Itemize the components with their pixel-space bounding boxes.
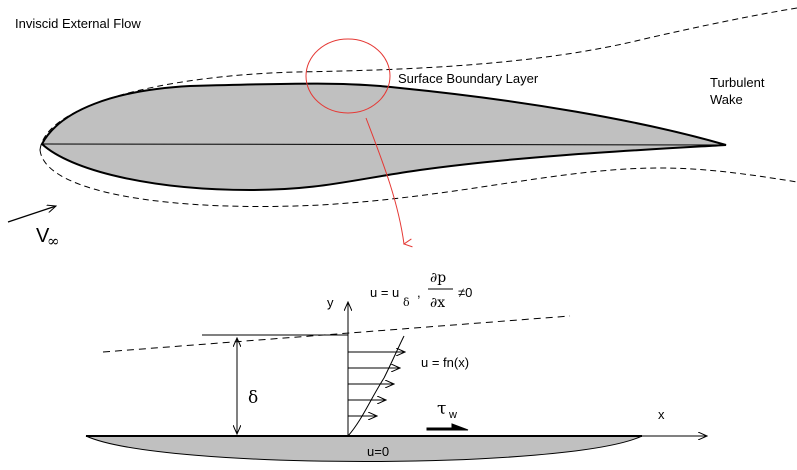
inviscid-flow-label: Inviscid External Flow bbox=[15, 16, 141, 31]
pressure-gradient-relation: ≠0 bbox=[458, 285, 472, 300]
freestream-velocity-subscript: ∞ bbox=[47, 232, 60, 250]
boundary-layer-highlight-circle bbox=[305, 38, 391, 114]
velocity-profile-curve bbox=[347, 335, 405, 437]
airfoil-body bbox=[40, 82, 727, 192]
boundary-layer-edge-lower bbox=[39, 149, 797, 207]
wall-shear-symbol: τ bbox=[437, 399, 446, 419]
boundary-layer-edge bbox=[102, 315, 571, 353]
y-axis-label: y bbox=[327, 295, 334, 310]
edge-condition-lhs: u = u bbox=[370, 285, 399, 300]
surface-boundary-layer-label: Surface Boundary Layer bbox=[398, 71, 539, 86]
velocity-profile-label: u = fn(x) bbox=[421, 355, 469, 370]
freestream-velocity-symbol: V bbox=[36, 225, 50, 247]
wall-shear-arrow bbox=[426, 423, 469, 431]
wall-shear-subscript: w bbox=[448, 409, 457, 421]
airfoil-chord-line bbox=[41, 143, 727, 146]
thickness-symbol: δ bbox=[248, 388, 258, 408]
zoom-arrow bbox=[365, 117, 404, 244]
x-axis-label: x bbox=[658, 407, 665, 422]
edge-condition-subscript: δ bbox=[403, 296, 410, 309]
pressure-gradient-numerator: ∂p bbox=[430, 270, 446, 286]
wall-condition-label: u=0 bbox=[367, 444, 389, 459]
freestream-velocity-arrow bbox=[7, 206, 56, 223]
turbulent-wake-label-line1: Turbulent bbox=[710, 75, 765, 90]
wall-body bbox=[85, 435, 643, 462]
edge-condition-separator: , bbox=[417, 285, 421, 300]
turbulent-wake-label-line2: Wake bbox=[710, 92, 743, 107]
pressure-gradient-denominator: ∂x bbox=[430, 295, 445, 311]
